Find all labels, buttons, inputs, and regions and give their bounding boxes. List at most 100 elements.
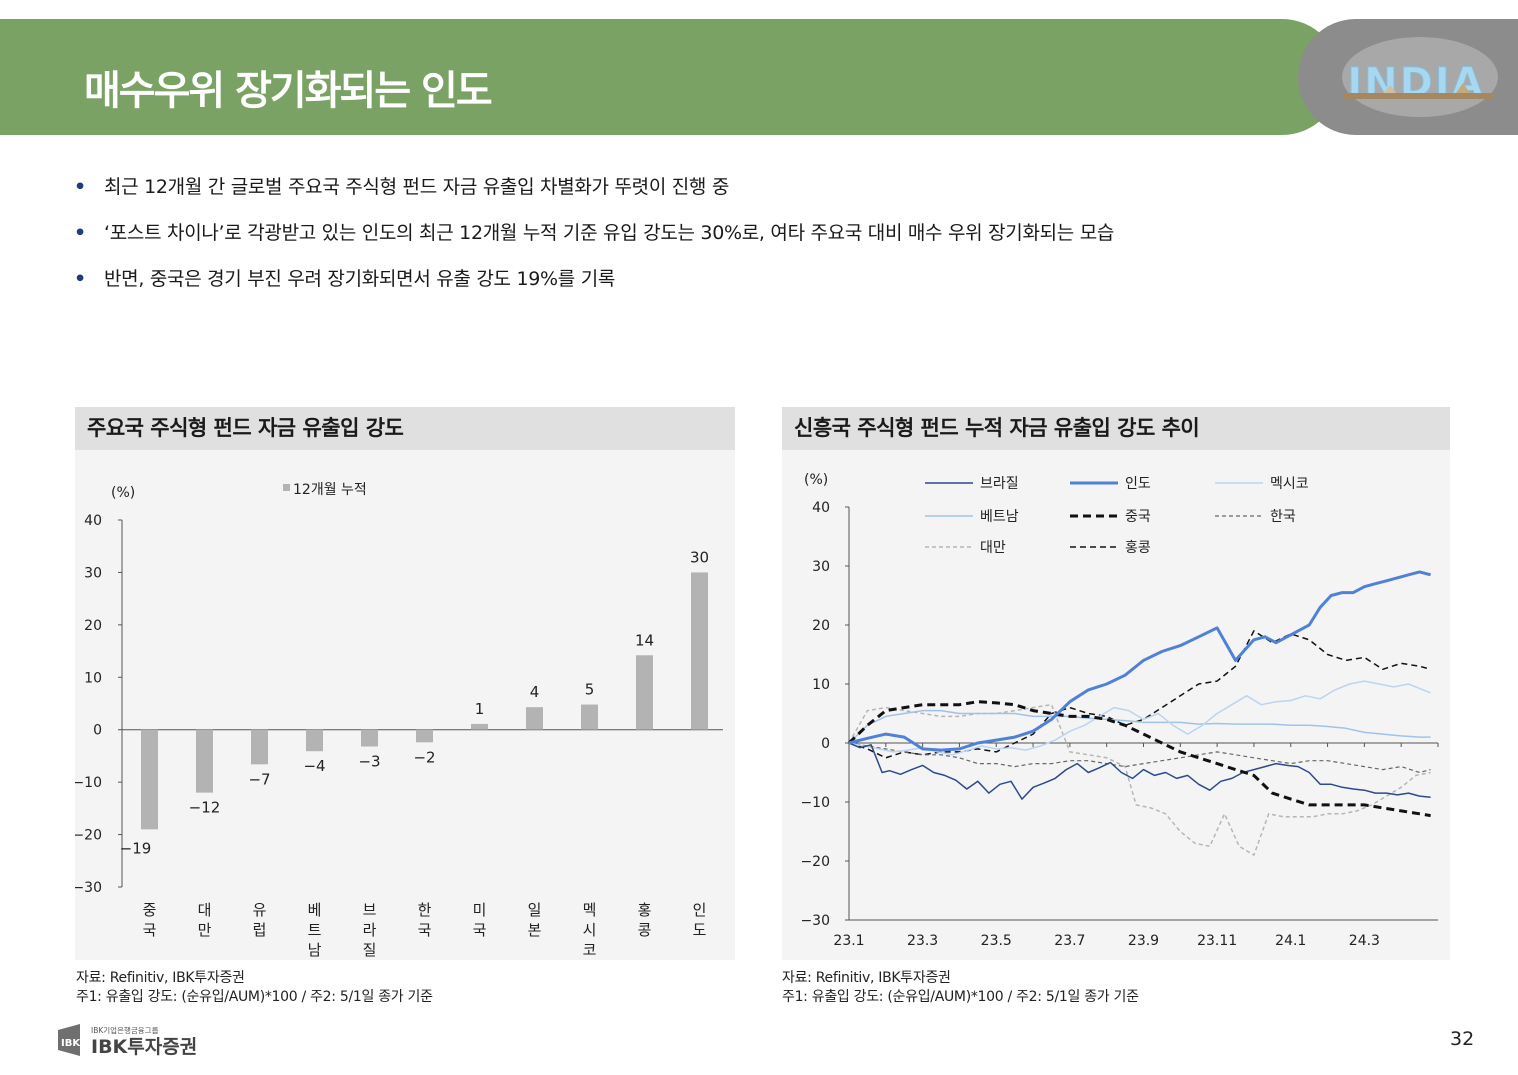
series-line [848, 709, 1431, 744]
y-tick-label: −30 [800, 913, 830, 929]
y-axis-unit: (%) [804, 472, 828, 488]
bullet-item: • 반면, 중국은 경기 부진 우려 장기화되면서 유출 강도 19%를 기록 [74, 268, 616, 290]
left-source: 자료: Refinitiv, IBK투자증권 주1: 유출입 강도: (순유입/… [76, 969, 433, 1007]
category-label: 대 [198, 901, 212, 919]
series-line [848, 742, 1431, 800]
india-logo: INDIA [1298, 19, 1518, 135]
y-tick-label: 40 [84, 513, 102, 529]
y-axis-unit: (%) [111, 485, 135, 501]
x-tick-label: 23.1 [833, 933, 864, 949]
legend-label: 멕시코 [1270, 476, 1309, 492]
y-tick-label: −10 [75, 775, 102, 791]
bar [251, 729, 268, 765]
category-label: 일 [528, 901, 542, 919]
page-title: 매수우위 장기화되는 인도 [84, 68, 493, 114]
category-label: 멕 [583, 901, 597, 919]
legend-label: 인도 [1125, 476, 1151, 492]
category-label: 베 [308, 901, 322, 919]
data-label: −19 [120, 839, 152, 857]
bar [306, 729, 323, 752]
legend-label: 베트남 [980, 509, 1019, 525]
left-source-line1: 자료: Refinitiv, IBK투자증권 [76, 970, 245, 986]
category-label: 인 [693, 901, 707, 919]
ibk-small-text: IBK기업은행금융그룹 [91, 1025, 159, 1035]
right-chart-background [782, 450, 1450, 960]
legend-label: 중국 [1125, 509, 1151, 525]
y-tick-label: 20 [84, 618, 102, 634]
data-label: −3 [358, 752, 380, 770]
category-label: 한 [418, 901, 432, 919]
india-logo-text: INDIA [1347, 60, 1484, 106]
bullet-text: 최근 12개월 간 글로벌 주요국 주식형 펀드 자금 유출입 차별화가 뚜렷이… [104, 176, 730, 198]
bar [581, 704, 598, 730]
category-label: 브 [363, 901, 377, 919]
y-tick-label: 40 [812, 500, 830, 516]
right-source-line1: 자료: Refinitiv, IBK투자증권 [782, 970, 951, 986]
x-tick-label: 24.3 [1349, 933, 1380, 949]
bar [196, 729, 213, 793]
category-label: 유 [253, 901, 267, 919]
bullet-text: ‘포스트 차이나’로 각광받고 있는 인도의 최근 12개월 누적 기준 유입 … [104, 222, 1115, 244]
y-tick-label: 0 [821, 736, 830, 752]
bar-chart: (%) 12개월 누적 40 30 20 10 0 −10 −20 −30 −19 중국 −12 대만 −7… [75, 482, 723, 959]
category-label: 질 [363, 941, 377, 959]
x-tick-label: 23.9 [1128, 933, 1159, 949]
y-tick-label: 10 [812, 677, 830, 693]
legend-label: 12개월 누적 [293, 482, 367, 498]
data-label: 30 [690, 548, 709, 566]
left-chart-background [75, 450, 735, 960]
ibk-logo: IBK IBK기업은행금융그룹 IBK투자증권 [58, 1024, 218, 1060]
data-label: 14 [635, 631, 654, 649]
y-tick-label: −30 [75, 880, 102, 896]
data-label: 4 [530, 683, 540, 701]
header-bar [0, 19, 1340, 135]
bar [691, 572, 708, 730]
series-line [848, 570, 1431, 752]
category-label: 중 [143, 901, 157, 919]
data-label: −7 [248, 770, 270, 788]
y-tick-label: 10 [84, 670, 102, 686]
category-label: 트 [308, 921, 322, 939]
category-label: 도 [693, 921, 707, 939]
y-tick-label: −20 [75, 828, 102, 844]
data-label: 1 [475, 700, 485, 718]
legend-label: 홍콩 [1125, 540, 1151, 556]
category-label: 콩 [638, 921, 652, 939]
series-line [848, 680, 1431, 756]
category-label: 홍 [638, 901, 652, 919]
ibk-logo-icon [58, 1024, 80, 1056]
x-tick-label: 23.11 [1197, 933, 1237, 949]
bar [471, 723, 488, 730]
bullet-item: • ‘포스트 차이나’로 각광받고 있는 인도의 최근 12개월 누적 기준 유입… [74, 222, 1115, 244]
right-source-line2: 주1: 유출입 강도: (순유입/AUM)*100 / 주2: 5/1일 종가 … [782, 989, 1139, 1005]
left-chart-title: 주요국 주식형 펀드 자금 유출입 강도 [75, 407, 735, 450]
bullet-item: • 최근 12개월 간 글로벌 주요국 주식형 펀드 자금 유출입 차별화가 뚜렷… [74, 176, 730, 198]
bar [636, 655, 653, 730]
data-label: −12 [189, 799, 221, 817]
legend-label: 브라질 [980, 476, 1019, 492]
data-label: −2 [413, 748, 435, 766]
left-source-line2: 주1: 유출입 강도: (순유입/AUM)*100 / 주2: 5/1일 종가 … [76, 989, 433, 1005]
category-label: 럽 [253, 921, 267, 939]
legend-swatch [283, 484, 290, 491]
y-tick-label: 20 [812, 618, 830, 634]
right-chart-title: 신흥국 주식형 펀드 누적 자금 유출입 강도 추이 [782, 407, 1450, 450]
series-line [848, 742, 1431, 774]
y-tick-label: −10 [800, 795, 830, 811]
bar [141, 729, 158, 830]
category-label: 라 [363, 921, 377, 939]
x-tick-label: 23.3 [907, 933, 938, 949]
x-tick-label: 23.7 [1054, 933, 1085, 949]
category-label: 미 [473, 901, 487, 919]
category-label: 국 [418, 921, 432, 939]
bar [416, 729, 433, 743]
series-line [848, 703, 1431, 856]
series-line [848, 630, 1431, 759]
bullet-text: 반면, 중국은 경기 부진 우려 장기화되면서 유출 강도 19%를 기록 [104, 268, 616, 290]
legend-label: 한국 [1270, 509, 1296, 525]
data-label: 5 [585, 681, 595, 699]
y-tick-label: −20 [800, 854, 830, 870]
category-label: 남 [308, 941, 322, 959]
category-label: 코 [583, 941, 597, 959]
